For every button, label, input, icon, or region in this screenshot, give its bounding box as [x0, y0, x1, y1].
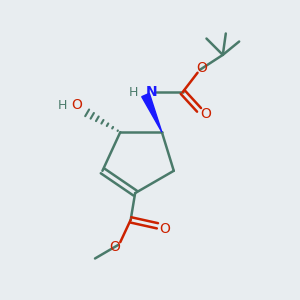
Text: O: O [72, 98, 83, 112]
Text: N: N [146, 85, 157, 99]
Text: H: H [58, 99, 67, 112]
Polygon shape [142, 93, 162, 132]
Text: O: O [196, 61, 208, 75]
Text: O: O [200, 107, 211, 121]
Text: H: H [129, 85, 138, 98]
Text: O: O [159, 222, 170, 236]
Text: O: O [109, 241, 120, 254]
